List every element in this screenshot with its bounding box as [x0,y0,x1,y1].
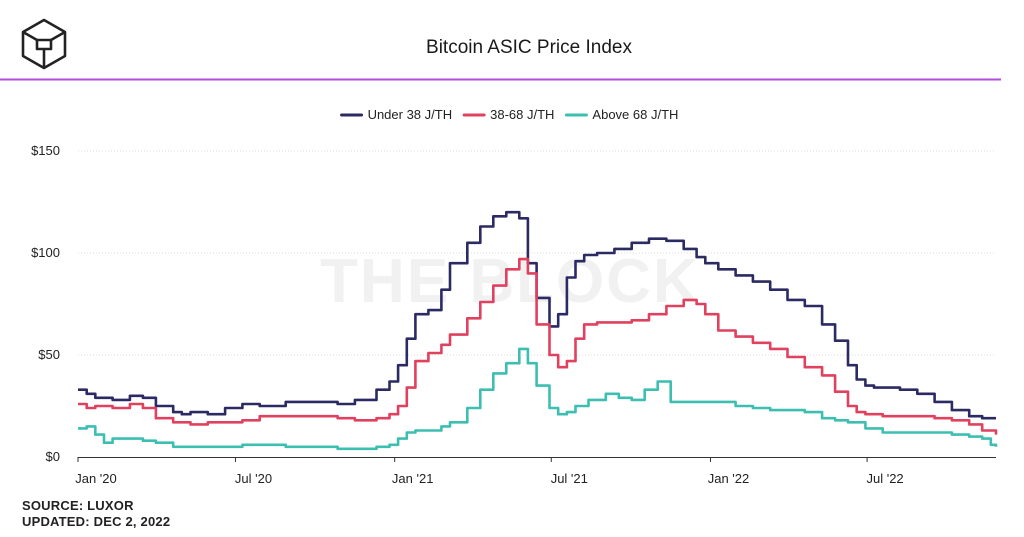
y-tick-label: $50 [38,347,60,362]
legend-label: 38-68 J/TH [490,107,554,122]
gridlines [78,150,996,356]
legend-label: Under 38 J/TH [368,107,453,122]
y-tick-label: $100 [31,245,60,260]
updated-label: UPDATED: DEC 2, 2022 [22,514,171,529]
series-line-38-68-j-th [78,257,998,435]
the-block-logo-icon [21,18,67,70]
x-tick-label: Jan '21 [392,471,434,486]
series-lines [78,210,998,451]
series-line-above-68-j-th [78,347,998,451]
axes: $0 $50 $100 $150 Jan '20 Jul '20 Jan '21 Jul '2… [31,143,996,486]
x-tick-label: Jul '20 [235,471,272,486]
watermark: THE BLOCK [320,247,700,316]
x-tick-label: Jan '20 [75,471,117,486]
x-tick-label: Jan '22 [708,471,750,486]
series-line-under-38-j-th [78,210,996,420]
y-tick-label: $150 [31,143,60,158]
legend: Under 38 J/TH 38-68 J/TH Above 68 J/TH [340,107,678,122]
y-tick-label: $0 [46,449,60,464]
x-tick-label: Jul '21 [551,471,588,486]
chart-title: Bitcoin ASIC Price Index [426,37,632,58]
header-divider [0,78,1001,81]
x-tick-label: Jul '22 [866,471,903,486]
legend-label: Above 68 J/TH [592,107,678,122]
source-label: SOURCE: LUXOR [22,498,134,513]
